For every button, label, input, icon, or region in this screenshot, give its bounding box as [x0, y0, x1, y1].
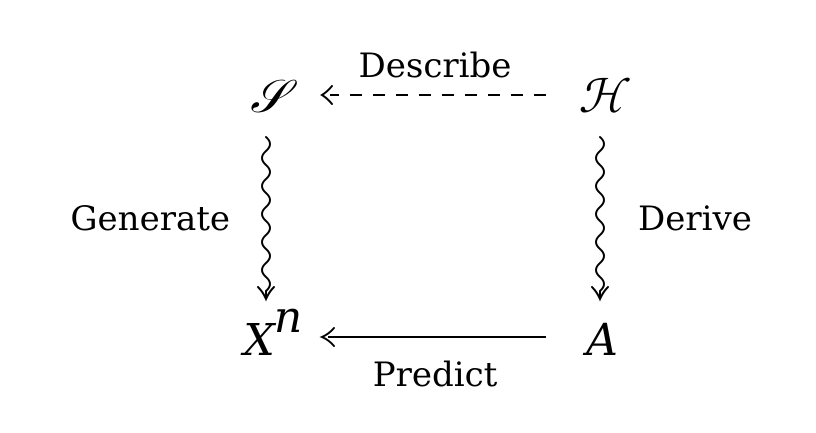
left-edge-arrowhead: [257, 286, 275, 302]
left-edge-wavy-line: [261, 136, 271, 297]
node-top-left: 𝒮: [250, 69, 297, 123]
right-edge-wavy-line: [595, 136, 605, 297]
top-edge-arrowhead: [320, 85, 333, 105]
left-edge-label: Generate: [70, 199, 230, 239]
node-bottom-left: X: [240, 315, 276, 366]
bottom-edge-arrowhead: [319, 327, 335, 347]
node-top-right: ℋ: [578, 69, 630, 123]
node-bottom-left-exponent: n: [274, 292, 302, 343]
node-bottom-right: A: [582, 315, 618, 366]
right-edge-label: Derive: [638, 199, 752, 239]
top-edge-label: Describe: [359, 46, 512, 86]
bottom-edge-label: Predict: [373, 355, 498, 395]
right-edge-arrowhead: [591, 286, 609, 302]
